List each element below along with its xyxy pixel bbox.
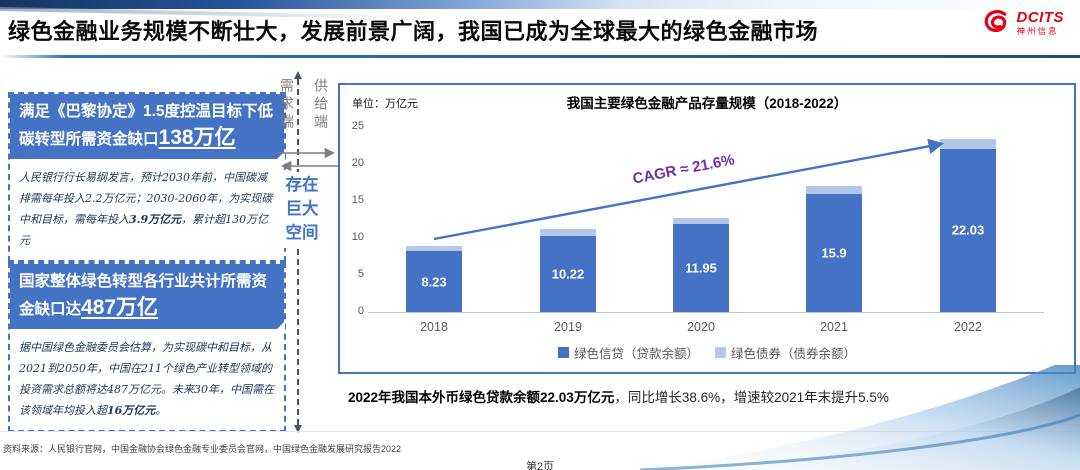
logo-subtext: 神州信息	[1016, 26, 1059, 37]
box-body-text: 据中国绿色金融委员会估算，为实现碳中和目标，从2021到2050年，中国在211…	[19, 340, 274, 418]
box-heading-text: 满足《巴黎协定》1.5度控温目标下低碳转型所需资金缺口	[19, 103, 274, 148]
bar-green-credit-2019: 10.22	[540, 236, 596, 312]
summary-text: 2022年我国本外币绿色贷款余额22.03万亿元，同比增长38.6%，增速较20…	[348, 386, 889, 406]
legend-item: 绿色债券（债券余额）	[715, 343, 856, 362]
up-arrow-icon	[293, 71, 302, 79]
legend-swatch-icon	[715, 347, 726, 358]
chart-title: 我国主要绿色金融产品存量规模（2018-2022）	[566, 96, 848, 111]
legend-item: 绿色信贷（贷款余额）	[557, 343, 699, 362]
plot-area: 0 5 10 15 20 25 8.23 2018 10.22 2019 11.95 2020 15.9…	[340, 85, 1074, 372]
bar-value-label: 11.95	[685, 260, 717, 276]
summary-regular-part: ，同比增长38.6%，增速较2021年末提升5.5%	[614, 390, 889, 405]
box-heading-text: 国家整体绿色转型各行业共计所需资金缺口达	[19, 273, 268, 318]
bar-green-bond-2020	[673, 217, 729, 224]
chart-legend: 绿色信贷（贷款余额） 绿色债券（债券余额）	[340, 343, 1074, 362]
legend-label: 绿色债券（债券余额）	[731, 347, 857, 361]
funding-gap-box-national: 国家整体绿色转型各行业共计所需资金缺口达487万亿 据中国绿色金融委员会估算，为…	[8, 262, 286, 433]
y-axis-tick: 15	[351, 193, 364, 206]
x-axis-tick: 2019	[554, 320, 582, 334]
x-axis-tick: 2022	[954, 320, 982, 334]
x-axis-tick: 2018	[420, 320, 448, 334]
source-citation: 资料来源：人民银行官网，中国金融协会绿色金融专业委员会官网，中国绿色金融发展研究…	[3, 444, 402, 454]
box-heading: 国家整体绿色转型各行业共计所需资金缺口达487万亿	[10, 264, 285, 330]
bar-green-credit-2020: 11.95	[673, 223, 729, 312]
bar-value-label: 8.23	[421, 274, 447, 290]
header-decoration-band	[0, 0, 1080, 9]
legend-label: 绿色信贷（贷款余额）	[573, 347, 699, 361]
supply-side-label: 供给端	[313, 78, 329, 132]
demand-side-label: 需求端	[279, 78, 295, 132]
logo-text: DCITS	[1016, 9, 1064, 27]
funding-gap-box-paris: 满足《巴黎协定》1.5度控温目标下低碳转型所需资金缺口138万亿 人民银行行长易…	[8, 92, 286, 263]
exchange-arrows-icon	[277, 147, 339, 172]
y-axis-tick: 20	[351, 156, 364, 169]
bar-green-bond-2018	[406, 245, 462, 252]
box-body-text: 人民银行行长易纲发言，预计2030年前，中国碳减排需每年投入2.2万亿元；203…	[19, 170, 273, 248]
bar-green-bond-2022	[940, 138, 996, 149]
page-title: 绿色金融业务规模不断壮大，发展前景广阔，我国已成为全球最大的绿色金融市场	[8, 19, 819, 44]
y-axis-tick: 5	[357, 267, 364, 280]
bar-green-bond-2021	[806, 186, 862, 195]
down-arrow-icon	[293, 425, 302, 433]
chart-panel: 单位：万亿元 我国主要绿色金融产品存量规模（2018-2022） 0 5 10 15 2…	[338, 83, 1076, 374]
bar-green-credit-2021: 15.9	[806, 194, 862, 312]
box-heading-highlight: 487万亿	[81, 296, 159, 319]
huge-gap-label: 存在巨大空间	[283, 172, 321, 248]
dcits-logo: DCITS 神州信息	[979, 7, 1065, 39]
y-axis-tick: 25	[351, 119, 364, 132]
bar-value-label: 15.9	[821, 245, 847, 261]
bar-value-label: 22.03	[951, 222, 985, 238]
x-axis-tick: 2020	[687, 320, 715, 334]
dcits-swirl-icon	[984, 10, 1006, 32]
summary-bold-part: 2022年我国本外币绿色贷款余额22.03万亿元	[348, 390, 615, 405]
vertical-dashed-divider	[297, 79, 299, 425]
page-number: 第2页	[525, 461, 555, 470]
bar-value-label: 10.22	[551, 266, 585, 282]
y-axis-tick: 10	[351, 230, 364, 243]
footer-divider-line	[0, 431, 1080, 432]
box-heading-highlight: 138万亿	[158, 126, 236, 149]
box-heading: 满足《巴黎协定》1.5度控温目标下低碳转型所需资金缺口138万亿	[10, 94, 285, 160]
bar-green-bond-2019	[540, 228, 596, 237]
x-axis-tick: 2021	[820, 320, 848, 334]
header-divider-line	[0, 55, 1080, 58]
chart-unit-label: 单位：万亿元	[352, 98, 418, 110]
legend-swatch-icon	[557, 347, 569, 358]
y-axis-tick: 0	[357, 304, 364, 317]
corner-swoosh-decoration	[639, 365, 1080, 470]
bar-green-credit-2018: 8.23	[406, 251, 462, 312]
x-axis-line	[368, 312, 1044, 313]
bar-green-credit-2022: 22.03	[940, 148, 996, 312]
